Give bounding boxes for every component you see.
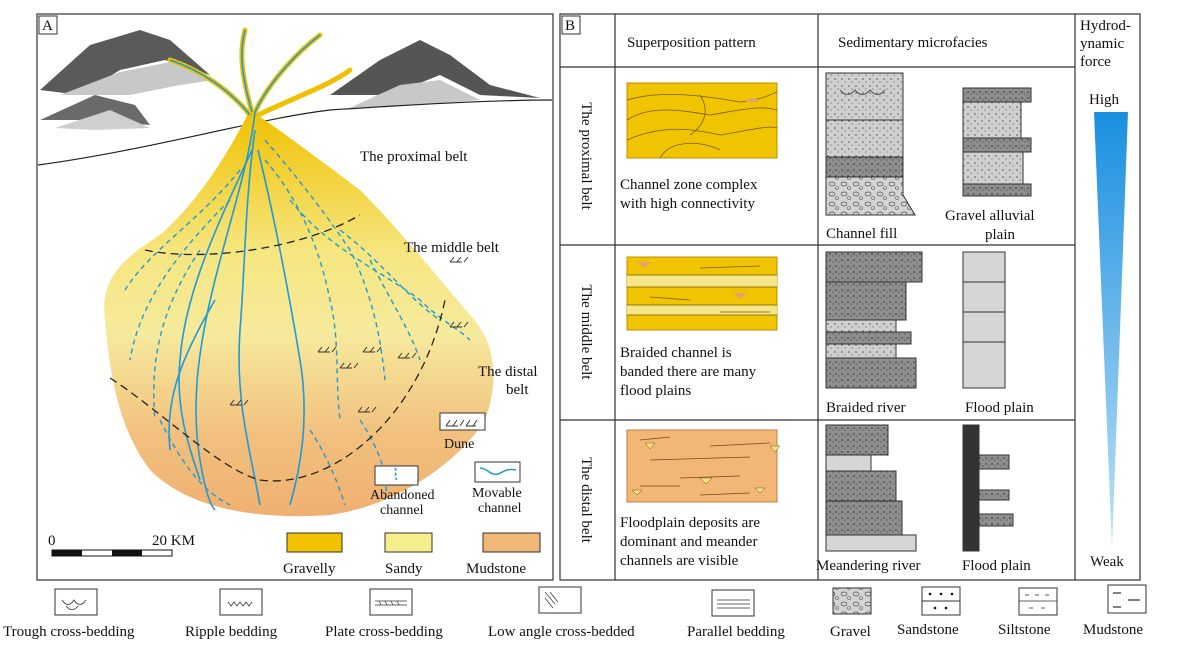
meandering-river-column: [825, 424, 917, 552]
gravel-alluvial-label-1: Gravel alluvial: [945, 208, 1035, 224]
legend-siltstone: Siltstone: [998, 622, 1051, 638]
mudstone-label: Mudstone: [466, 561, 526, 577]
lithology-swatches: Gravelly Sandy Mudstone: [283, 532, 541, 577]
proximal-desc-1: Channel zone complex: [620, 177, 758, 193]
dune-label: Dune: [444, 437, 474, 452]
table-grid: [560, 14, 1076, 580]
header-superposition: Superposition pattern: [627, 35, 756, 51]
ripple-bedding-icon: [219, 588, 263, 616]
gravelly-swatch: [286, 532, 343, 553]
legend-dune: Dune: [439, 412, 486, 452]
row-middle-belt: The middle belt: [578, 285, 594, 381]
panel-b-label-box: [561, 15, 581, 35]
flood-plain-column-middle: [962, 251, 1006, 389]
gravelly-label: Gravelly: [283, 561, 336, 577]
proximal-pattern-image: [626, 82, 778, 159]
flood-plain-label-middle: Flood plain: [965, 400, 1034, 416]
flood-plain-column-distal: [962, 424, 1014, 552]
hydrodynamic-wedge: [1094, 112, 1128, 548]
scale-20km: 20 KM: [152, 533, 195, 549]
braided-river-label: Braided river: [826, 400, 906, 416]
movable-label-2: channel: [478, 501, 522, 516]
legend-gravel: Gravel: [830, 624, 871, 640]
braided-river-column: [825, 251, 923, 389]
proximal-belt-label: The proximal belt: [360, 149, 468, 165]
scale-zero: 0: [48, 533, 56, 549]
mudstone-icon: [1107, 584, 1147, 614]
meandering-river-label: Meandering river: [816, 558, 921, 574]
low-angle-cross-bedded-icon: [538, 586, 582, 614]
flood-plain-label-distal: Flood plain: [962, 558, 1031, 574]
mountains: [37, 30, 553, 166]
legend-sandstone: Sandstone: [897, 622, 959, 638]
distal-pattern-image: [626, 429, 781, 503]
trough-cross-bedding-icon: [54, 588, 98, 616]
proximal-desc-2: with high connectivity: [620, 196, 755, 212]
legend-plate-cross-bedding: Plate cross-bedding: [325, 624, 443, 640]
legend-parallel-bedding: Parallel bedding: [687, 624, 785, 640]
gravel-icon: [832, 587, 872, 615]
header-microfacies: Sedimentary microfacies: [838, 35, 988, 51]
row-proximal-belt: The proximal belt: [578, 102, 594, 210]
gravel-alluvial-plain-column: [962, 87, 1032, 197]
legend-trough-cross-bedding: Trough cross-bedding: [3, 624, 135, 640]
panel-a-frame: [36, 13, 554, 581]
channel-fill-column: [825, 72, 916, 216]
scale-bar: 0 20 KM: [48, 533, 195, 557]
legend-movable-channel: Movable channel: [472, 461, 522, 516]
pattern-descriptions: Channel zone complex with high connectiv…: [620, 177, 760, 569]
abandoned-label-1: Abandoned: [370, 488, 435, 503]
middle-desc-2: banded there are many: [620, 364, 757, 380]
legend-mudstone: Mudstone: [1083, 622, 1143, 638]
hydro-weak-label: Weak: [1090, 554, 1124, 570]
header-hydro-1: Hydrod-: [1080, 18, 1131, 34]
panel-b-frame: [559, 13, 1141, 581]
hydro-high-label: High: [1089, 92, 1120, 108]
mudstone-swatch: [482, 532, 541, 553]
bottom-legend: [54, 584, 1147, 617]
distal-belt-label-2: belt: [506, 382, 529, 398]
belt-boundaries: [109, 214, 446, 482]
plate-cross-bedding-icon: [369, 588, 413, 616]
middle-pattern-image: [626, 256, 778, 331]
distal-desc-1: Floodplain deposits are: [620, 515, 760, 531]
panel-b-label: B: [565, 18, 575, 34]
panel-a: A: [36, 13, 554, 581]
distal-desc-3: channels are visible: [620, 553, 739, 569]
abandoned-channels: [124, 139, 471, 506]
panel-a-label-box: [38, 15, 58, 35]
sandy-swatch: [384, 532, 433, 553]
distal-desc-2: dominant and meander: [620, 534, 757, 550]
movable-channels: [168, 29, 321, 511]
panel-b: B Superposition pattern Sedimentary micr…: [559, 13, 1141, 581]
dune-symbols: [229, 256, 469, 413]
middle-belt-label: The middle belt: [404, 240, 500, 256]
legend-abandoned-channel: Abandoned channel: [370, 465, 435, 518]
siltstone-icon: [1018, 587, 1058, 616]
gravel-alluvial-label-2: plain: [985, 227, 1015, 243]
parallel-bedding-icon: [711, 589, 755, 617]
header-hydro-2: ynamic: [1080, 36, 1124, 52]
legend-ripple-bedding: Ripple bedding: [185, 624, 278, 640]
header-hydro-3: force: [1080, 54, 1111, 70]
middle-desc-1: Braided channel is: [620, 345, 732, 361]
panel-a-label: A: [42, 18, 53, 34]
bottom-legend-labels: Trough cross-bedding Ripple bedding Plat…: [3, 622, 1143, 640]
sandy-label: Sandy: [385, 561, 423, 577]
channel-fill-label: Channel fill: [826, 226, 897, 242]
legend-low-angle-cross-bedded: Low angle cross-bedded: [488, 624, 635, 640]
middle-desc-3: flood plains: [620, 383, 691, 399]
row-distal-belt: The distal belt: [578, 457, 594, 544]
movable-label-1: Movable: [472, 486, 522, 501]
abandoned-label-2: channel: [380, 503, 424, 518]
distal-belt-label-1: The distal: [478, 364, 538, 380]
